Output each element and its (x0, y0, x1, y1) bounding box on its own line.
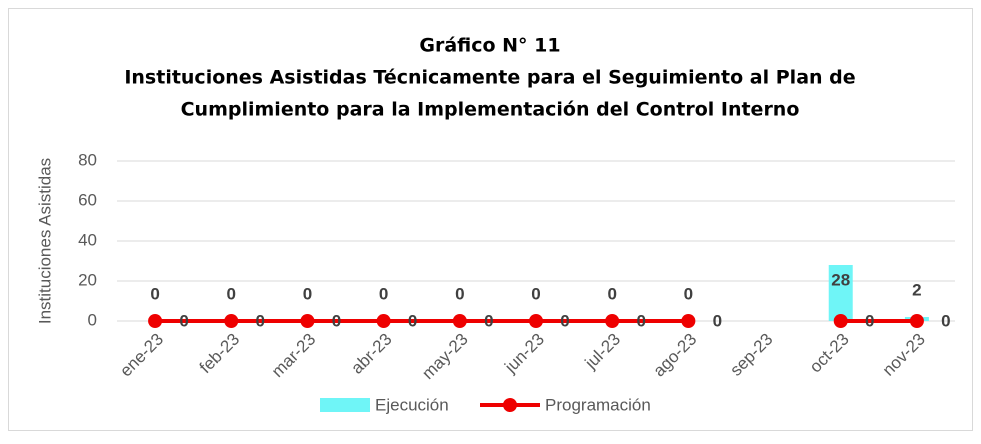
line-marker (681, 314, 696, 328)
legend-swatch (320, 398, 370, 412)
y-tick-label: 60 (78, 190, 97, 209)
data-label: 0 (179, 311, 188, 330)
data-label: 0 (607, 284, 616, 303)
y-axis-label: Instituciones Asistidas (35, 158, 54, 324)
y-tick-label: 40 (78, 230, 97, 249)
line-marker (605, 314, 620, 328)
data-label: 0 (531, 284, 540, 303)
legend-swatch (503, 398, 517, 412)
line-marker (300, 314, 315, 328)
legend-label: Ejecución (375, 395, 449, 414)
data-label: 0 (227, 284, 236, 303)
y-tick-label: 0 (88, 310, 97, 329)
data-label: 0 (636, 311, 645, 330)
data-label: 0 (484, 311, 493, 330)
data-label: 0 (150, 284, 159, 303)
line-marker (376, 314, 391, 328)
data-label: 0 (256, 311, 265, 330)
line-marker (224, 314, 239, 328)
chart-border (8, 8, 973, 431)
data-label: 0 (408, 311, 417, 330)
y-tick-label: 80 (78, 150, 97, 169)
data-label: 0 (713, 311, 722, 330)
data-label: 0 (941, 311, 950, 330)
data-label: 0 (455, 284, 464, 303)
data-label: 0 (560, 311, 569, 330)
line-marker (909, 314, 924, 328)
data-label: 0 (379, 284, 388, 303)
line-marker (833, 314, 848, 328)
bar (828, 265, 853, 321)
legend-label: Programación (545, 395, 651, 414)
chart-subtitle: Instituciones Asistidas Técnicamente par… (124, 67, 855, 89)
chart-subtitle: Cumplimiento para la Implementación del … (181, 99, 800, 121)
chart-title: Gráfico N° 11 (419, 35, 560, 57)
line-marker (529, 314, 543, 328)
data-label: 2 (912, 280, 921, 299)
data-label: 0 (332, 311, 341, 330)
data-label: 28 (831, 270, 850, 289)
data-label: 0 (303, 284, 312, 303)
data-label: 0 (684, 284, 693, 303)
line-marker (452, 314, 467, 328)
line-marker (148, 314, 163, 328)
y-tick-label: 20 (78, 270, 97, 289)
data-label: 0 (865, 311, 874, 330)
